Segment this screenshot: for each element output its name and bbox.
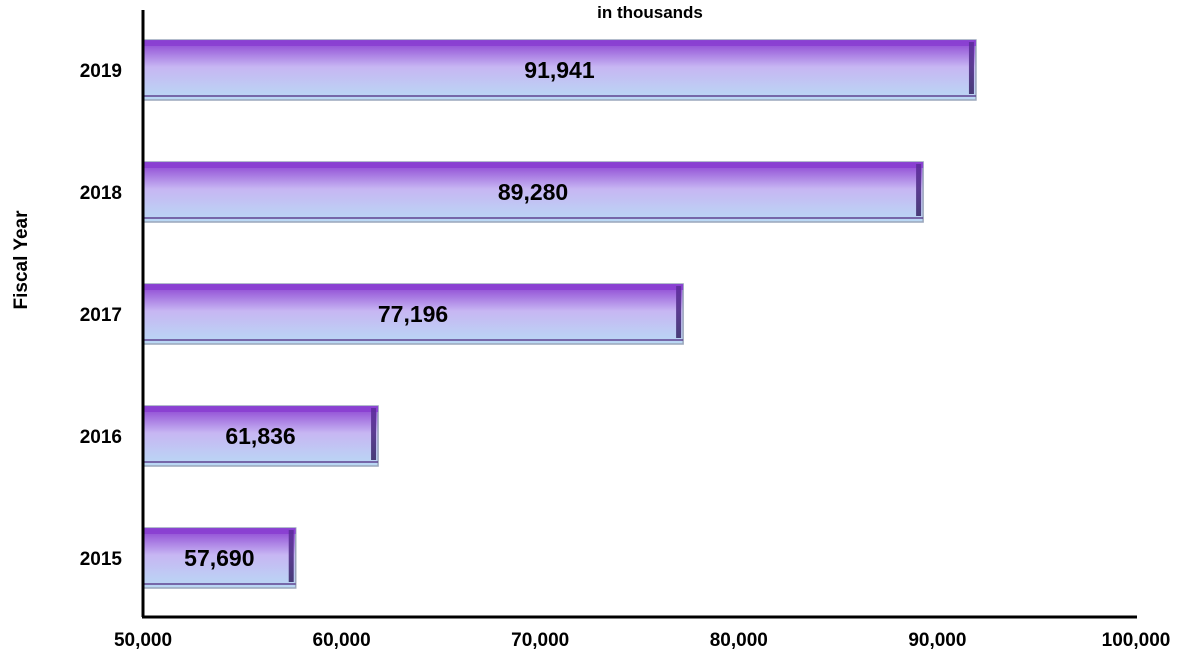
bar-fill [142, 161, 924, 223]
bar-bevel-end [676, 286, 682, 338]
chart-subtitle: in thousands [597, 3, 703, 22]
bar-bevel-top [143, 284, 684, 290]
bar-fill [142, 405, 379, 467]
x-tick-label: 80,000 [710, 630, 768, 651]
bar-2019: 91,941 [142, 39, 977, 101]
bar-bevel-end [916, 164, 922, 216]
x-tick-label: 60,000 [313, 630, 371, 651]
bar-bevel-top [143, 162, 924, 168]
x-tick-label: 100,000 [1102, 630, 1171, 651]
x-tick-label: 50,000 [114, 630, 172, 651]
bar-bevel-end [968, 42, 974, 94]
bars-group: 91,941 89,280 77,196 61,836 57,690 [142, 39, 977, 589]
bar-fill [142, 39, 977, 101]
x-tick-label: 90,000 [908, 630, 966, 651]
bar-bevel-top [143, 528, 296, 534]
y-axis-title: Fiscal Year [11, 210, 32, 310]
category-label-2019: 2019 [80, 61, 122, 82]
bar-bevel-top [143, 406, 379, 412]
bar-bevel-end [288, 530, 294, 582]
data-label-2019: 91,941 [524, 57, 595, 83]
bar-2018: 89,280 [142, 161, 924, 223]
category-label-2017: 2017 [80, 305, 122, 326]
data-label-2017: 77,196 [378, 301, 448, 327]
data-label-2018: 89,280 [498, 179, 568, 205]
bar-2016: 61,836 [142, 405, 379, 467]
category-label-2015: 2015 [80, 549, 123, 570]
bar-2015: 57,690 [142, 527, 297, 589]
category-label-2018: 2018 [80, 183, 122, 204]
x-tick-labels: 50,000 60,000 70,000 80,000 90,000 100,000 [114, 630, 1170, 651]
bar-bevel-top [143, 40, 976, 46]
data-label-2015: 57,690 [184, 545, 254, 571]
x-tick-label: 70,000 [511, 630, 569, 651]
category-labels: 2019 2018 2017 2016 2015 [80, 61, 123, 570]
bar-bevel-end [371, 408, 377, 460]
data-label-2016: 61,836 [225, 423, 295, 449]
bar-2017: 77,196 [142, 283, 684, 345]
category-label-2016: 2016 [80, 427, 122, 448]
